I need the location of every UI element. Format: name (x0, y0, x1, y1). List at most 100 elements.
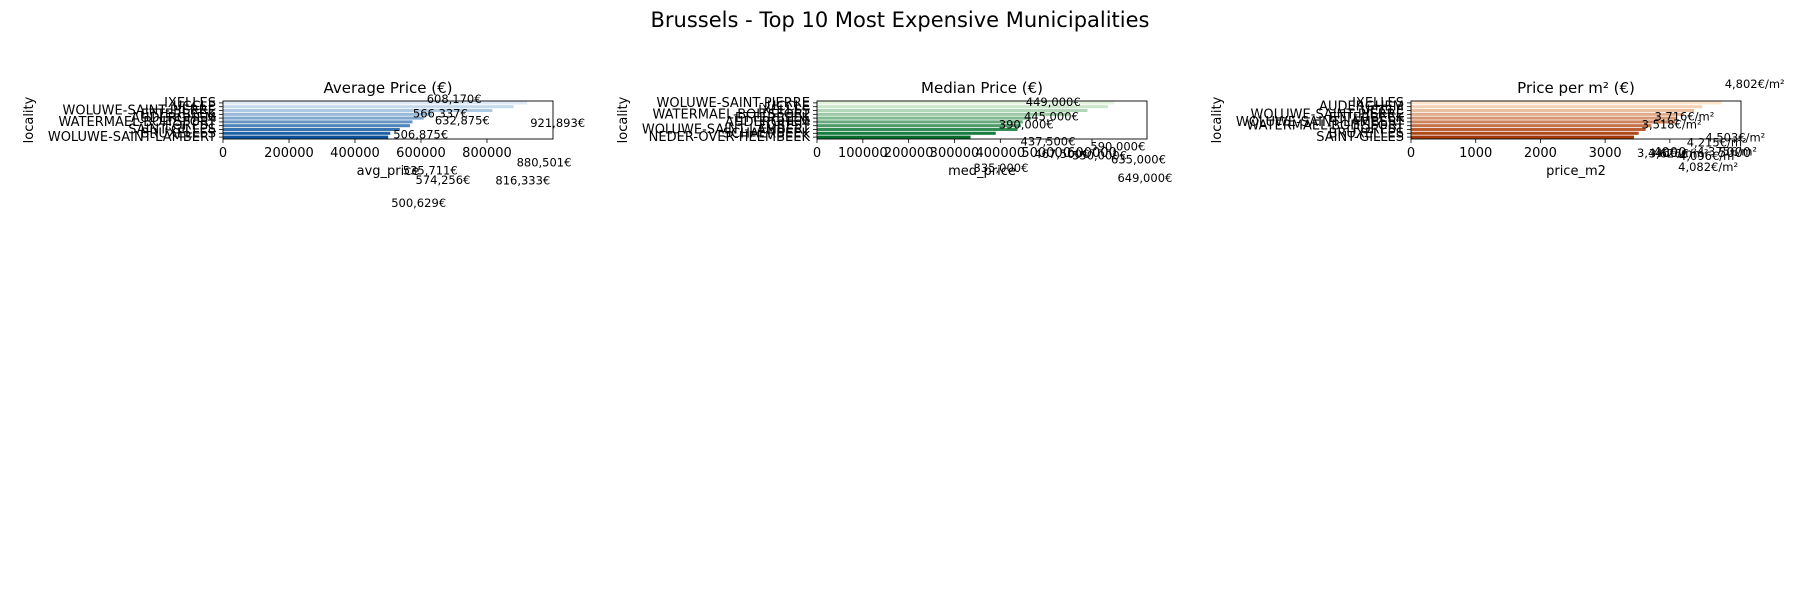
value-label: 4,503€/m² (1705, 131, 1765, 145)
category-label: WOLUWE-SAINT-LAMBERT (1236, 115, 1404, 130)
value-label: 535,711€ (403, 164, 458, 178)
value-label: 635,000€ (1111, 153, 1166, 167)
value-label: 921,893€ (530, 116, 585, 130)
category-label: ETTERBEEK (1329, 111, 1404, 126)
bar (1411, 105, 1703, 109)
y-axis-label: locality (616, 96, 631, 143)
bar (223, 105, 514, 109)
plot-frame (816, 100, 1148, 140)
category-label: SAINT-GILLES (128, 123, 216, 138)
category-label: WOLUWE-SAINT-PIERRE (656, 96, 810, 111)
bar (817, 105, 1109, 109)
category-label: IXELLES (758, 104, 810, 119)
x-tick-label: 4000 (1653, 146, 1686, 161)
category-label: ETTERBEEK (735, 111, 810, 126)
value-label: 445,000€ (1024, 110, 1079, 124)
x-tick-label: 100000 (838, 146, 888, 161)
value-label: 449,000€ (1026, 95, 1081, 109)
x-tick-label: 600000 (1067, 146, 1117, 161)
x-tick-label: 400000 (976, 146, 1026, 161)
value-label: 632,875€ (435, 113, 490, 127)
bar (817, 131, 996, 135)
bar (817, 112, 1070, 116)
value-label: 390,000€ (999, 117, 1054, 131)
bar (223, 135, 389, 139)
x-tick-label: 2000 (1524, 146, 1557, 161)
category-label: AUDERGHEM (131, 111, 216, 126)
value-label: 506,875€ (393, 127, 448, 141)
category-label: UCCLE (173, 100, 216, 115)
category-label: WOLUWE-SAINT-PIERRE (1250, 107, 1404, 122)
plot-frame (222, 100, 554, 140)
category-label: WOLUWE-SAINT-LAMBERT (48, 130, 216, 145)
value-label: 4,802€/m² (1725, 77, 1785, 91)
value-label: 3,518€/m² (1642, 117, 1702, 131)
bar (817, 127, 1018, 132)
value-label: 880,501€ (517, 156, 572, 170)
bar (1411, 127, 1646, 132)
category-label: IXELLES (164, 96, 216, 111)
category-label: WATERMAEL-BOITSFORT (653, 107, 811, 122)
category-label: FOREST (1353, 123, 1404, 138)
figure-suptitle: Brussels - Top 10 Most Expensive Municip… (651, 8, 1150, 32)
value-label: 437,500€ (1021, 135, 1076, 149)
x-tick-label: 500000 (1021, 146, 1071, 161)
bar (223, 131, 391, 135)
bar (223, 116, 424, 120)
bar (223, 101, 528, 105)
panel-average-price: Average Price (€)IXELLESUCCLEWOLUWE-SAIN… (22, 79, 585, 210)
panel-median-price: Median Price (€) WOLUWE-SAINT-PIERREUCCLE… (616, 79, 1172, 185)
category-label: IXELLES (1352, 96, 1404, 111)
category-label: FOREST (165, 119, 216, 134)
bar (223, 120, 413, 124)
bar (223, 127, 400, 132)
category-label: NEDER-OVER-HEEMBEEK (649, 130, 811, 145)
bar (1411, 112, 1684, 116)
bar (1411, 101, 1722, 105)
category-label: SCHAERBEEK (723, 126, 811, 141)
bar (817, 120, 1023, 124)
value-label: 4,375€/m² (1697, 145, 1757, 159)
x-tick-label: 600000 (396, 146, 446, 161)
bar (817, 108, 1088, 113)
bar (817, 116, 1032, 120)
bar (1411, 116, 1677, 120)
category-label: UCCLE (1361, 104, 1404, 119)
value-label: 816,333€ (495, 174, 550, 188)
bar (1411, 131, 1639, 135)
category-label: SAINT-GILLES (1316, 130, 1404, 145)
y-axis-label: locality (22, 96, 37, 143)
value-label: 4,096€/m² (1679, 149, 1739, 163)
panel-title: Median Price (€) (921, 79, 1043, 97)
x-tick-label: 800000 (462, 146, 512, 161)
bar (1411, 108, 1695, 113)
bar (1411, 124, 1652, 128)
category-label: ETTERBEEK (141, 107, 216, 122)
value-label: 608,170€ (427, 92, 482, 106)
bar (1411, 135, 1634, 139)
category-label: BRUXELLES (140, 126, 216, 141)
plot-frame (1410, 100, 1742, 140)
value-label: 3,626€/m² (1649, 147, 1709, 161)
bar (223, 108, 493, 113)
value-label: 500,629€ (391, 196, 446, 210)
category-label: AUDERGHEM (725, 115, 810, 130)
value-label: 590,000€ (1090, 140, 1145, 154)
value-label: 467,500€ (1034, 147, 1089, 161)
x-tick-label: 0 (1407, 146, 1415, 161)
bar (223, 112, 432, 116)
category-label: BRUXELLES (1328, 126, 1404, 141)
x-tick-label: 200000 (884, 146, 934, 161)
category-label: WATERMAEL-BOITSFORT (1247, 119, 1405, 134)
y-axis-label: locality (1210, 96, 1225, 143)
x-tick-label: 5000 (1718, 146, 1751, 161)
value-label: 4,215€/m² (1687, 135, 1747, 149)
bar (223, 124, 410, 128)
value-label: 574,256€ (416, 173, 471, 187)
value-label: 335,000€ (974, 161, 1029, 175)
x-axis-label: med_price (948, 164, 1016, 179)
bar (817, 124, 1021, 128)
category-label: WOLUWE-SAINT-PIERRE (62, 104, 216, 119)
category-label: AUDERGHEM (1319, 100, 1404, 115)
